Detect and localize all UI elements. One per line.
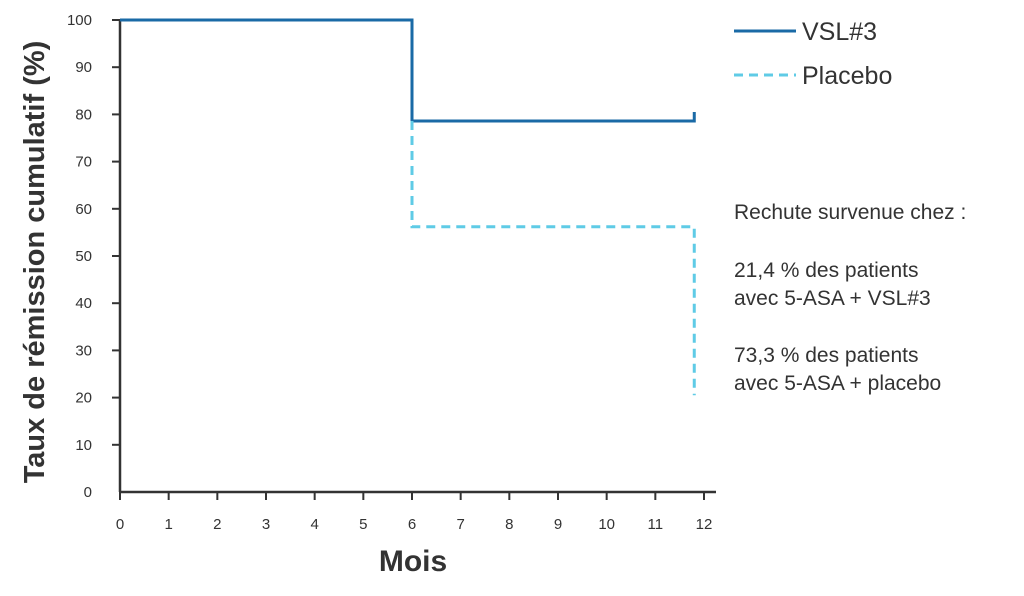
y-tick-label: 60 <box>75 201 92 218</box>
x-tick-label: 4 <box>310 516 318 533</box>
y-tick-label: 100 <box>67 12 92 29</box>
x-tick-label: 7 <box>456 516 464 533</box>
legend-label-vsl3: VSL#3 <box>802 18 877 46</box>
x-tick-label: 2 <box>213 516 221 533</box>
axes <box>118 20 716 494</box>
x-axis-title: Mois <box>379 545 447 578</box>
annotation-vsl-line1: 21,4 % des patients <box>734 259 918 282</box>
x-tick-label: 9 <box>554 516 562 533</box>
y-tick-label: 30 <box>75 342 92 359</box>
x-tick-label: 0 <box>116 516 124 533</box>
y-tick-label: 90 <box>75 59 92 76</box>
x-tick-label: 1 <box>164 516 172 533</box>
annotation-placebo-line2: avec 5-ASA + placebo <box>734 372 941 395</box>
x-tick-label: 10 <box>598 516 615 533</box>
y-tick-label: 0 <box>84 484 92 501</box>
x-tick-label: 6 <box>408 516 416 533</box>
x-tick-label: 3 <box>262 516 270 533</box>
y-tick-label: 50 <box>75 248 92 265</box>
series-lines <box>120 18 696 396</box>
annotation-placebo-line1: 73,3 % des patients <box>734 344 918 367</box>
x-tick-label: 5 <box>359 516 367 533</box>
y-tick-label: 40 <box>75 295 92 312</box>
legend-label-placebo: Placebo <box>802 62 892 90</box>
y-tick-label: 10 <box>75 437 92 454</box>
legend: VSL#3 Placebo <box>734 18 892 90</box>
series-line-vsl3 <box>120 18 696 123</box>
y-tick-label: 20 <box>75 390 92 407</box>
series-line-placebo <box>410 121 696 396</box>
relapse-annotation: Rechute survenue chez : 21,4 % des patie… <box>734 201 966 395</box>
y-tick-label: 80 <box>75 106 92 123</box>
x-tick-label: 12 <box>696 516 713 533</box>
x-tick-label: 11 <box>648 516 664 533</box>
x-tick-label: 8 <box>505 516 513 533</box>
y-axis-title: Taux de rémission cumulatif (%) <box>19 41 51 484</box>
annotation-heading: Rechute survenue chez : <box>734 201 966 224</box>
annotation-vsl-line2: avec 5-ASA + VSL#3 <box>734 287 931 310</box>
y-tick-label: 70 <box>75 154 92 171</box>
